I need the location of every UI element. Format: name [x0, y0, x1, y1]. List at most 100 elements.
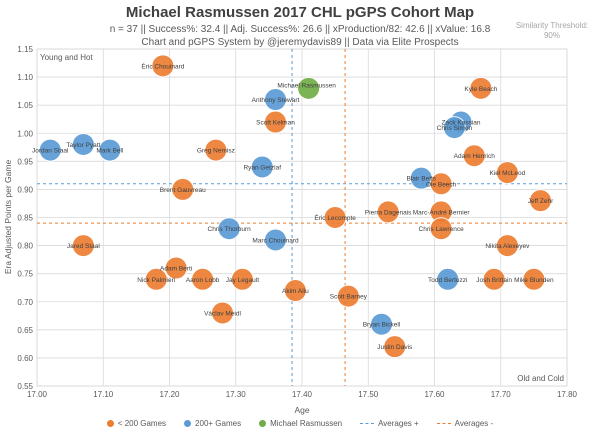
- data-point: [297, 76, 321, 100]
- y-tick-label: 1.10: [17, 73, 33, 82]
- x-tick-label: 17.80: [557, 390, 578, 399]
- data-point: [71, 132, 95, 156]
- data-point-marker: [151, 54, 175, 78]
- y-tick-label: 0.70: [17, 298, 33, 307]
- y-tick-label: 0.85: [17, 214, 33, 223]
- data-point-marker: [71, 132, 95, 156]
- data-point: [383, 335, 407, 359]
- data-point: [429, 172, 453, 196]
- data-point-marker: [250, 155, 274, 179]
- data-point-label: Josh Brittain: [476, 277, 512, 284]
- data-point-label: Kyle Beach: [464, 86, 497, 93]
- data-points: Michael Rasmussen Éric Chouinard Kyle Beac…: [32, 54, 554, 359]
- data-point: [191, 267, 215, 291]
- x-tick-labels: 17.00 17.10 17.20 17.30 17.40 17.50 17.60 17.70…: [27, 390, 578, 399]
- data-point-label: Ole Beech: [426, 181, 457, 188]
- legend-item: Averages -: [436, 419, 494, 428]
- data-point-label: Zack Kassian: [441, 120, 480, 127]
- data-point-label: Chris Thorburn: [208, 226, 252, 233]
- legend-label: < 200 Games: [117, 419, 167, 428]
- y-tick-label: 1.05: [17, 101, 33, 110]
- data-point: [151, 54, 175, 78]
- x-tick-label: 17.10: [93, 390, 114, 399]
- corner-label-bottom-right: Old and Cold: [517, 374, 564, 383]
- data-point-marker: [297, 76, 321, 100]
- data-point-label: Justin Davis: [377, 344, 413, 351]
- data-point: [38, 138, 62, 162]
- data-point-label: Jared Staal: [67, 243, 100, 250]
- data-point-marker: [230, 267, 254, 291]
- legend-marker: [360, 423, 375, 424]
- y-tick-label: 0.95: [17, 157, 33, 166]
- x-axis-title: Age: [294, 405, 309, 415]
- legend-marker: [259, 420, 267, 427]
- data-point-label: Nikita Alexeyev: [485, 243, 530, 250]
- data-point-marker: [336, 284, 360, 308]
- x-tick-label: 17.20: [159, 390, 180, 399]
- data-point-marker: [376, 200, 400, 224]
- data-point-marker: [522, 267, 546, 291]
- data-point: [522, 267, 546, 291]
- data-point-marker: [429, 217, 453, 241]
- data-point-label: Scott Barney: [330, 294, 368, 301]
- y-tick-label: 0.80: [17, 242, 33, 251]
- data-point-marker: [211, 301, 234, 325]
- legend-label: Averages +: [378, 419, 419, 428]
- data-point: [264, 228, 287, 252]
- legend-label: Averages -: [454, 419, 494, 428]
- y-tick-label: 0.90: [17, 185, 33, 194]
- data-point: [429, 217, 453, 241]
- data-point-label: Michael Rasmussen: [277, 82, 336, 89]
- data-point-marker: [283, 279, 307, 303]
- data-point-label: Adam Berti: [160, 266, 192, 273]
- data-point-label: Pierra Dagenais: [365, 209, 412, 216]
- grid-lines: [36, 48, 568, 387]
- x-tick-label: 17.30: [226, 390, 247, 399]
- data-point-label: Kiel McLeod: [489, 170, 525, 177]
- data-point-label: Éric Lecompte: [314, 213, 356, 222]
- data-point-marker: [164, 256, 188, 280]
- data-point-label: Taylor Pyatt: [66, 142, 100, 149]
- data-point: [71, 234, 95, 258]
- data-point-label: Jeff Zehr: [528, 198, 554, 205]
- data-point-label: Chris Simon: [437, 125, 473, 132]
- data-point: [482, 267, 506, 291]
- data-point: [204, 138, 228, 162]
- legend-label: 200+ Games: [195, 419, 242, 428]
- data-point-marker: [482, 267, 506, 291]
- data-point-marker: [323, 206, 347, 229]
- data-point-marker: [469, 76, 493, 100]
- data-point-label: Adam Henrich: [454, 153, 496, 160]
- y-axis-title: Era Adjusted Points per Game: [3, 160, 13, 275]
- data-point-marker: [264, 110, 287, 134]
- data-point-marker: [495, 161, 519, 185]
- data-point: [442, 116, 466, 140]
- y-tick-label: 1.15: [17, 45, 33, 54]
- data-point-marker: [529, 189, 552, 213]
- x-tick-label: 17.60: [424, 390, 445, 399]
- data-point: [171, 177, 195, 201]
- data-point-label: Marc-André Bernier: [413, 209, 471, 216]
- data-point-label: Mike Blunden: [514, 277, 554, 284]
- y-tick-labels: 0.55 0.60 0.65 0.70 0.75 0.80 0.85 0.90 0.95 1.00…: [17, 45, 33, 391]
- data-point: [469, 76, 493, 100]
- data-point: [211, 301, 234, 325]
- data-point-label: Brent Gauvreau: [160, 187, 206, 194]
- data-point-label: Akim Aliu: [282, 288, 309, 295]
- data-point-marker: [144, 267, 168, 291]
- y-tick-label: 0.60: [17, 354, 33, 363]
- data-point: [164, 256, 188, 280]
- data-point-marker: [71, 234, 95, 258]
- data-point-label: Václav Meidl: [204, 310, 241, 317]
- data-point-label: Mark Bell: [96, 148, 124, 155]
- chart-credit: Chart and pGPS System by @jeremydavis89 …: [141, 37, 459, 48]
- data-point: [230, 267, 254, 291]
- data-point-marker: [383, 335, 407, 359]
- data-point-marker: [98, 138, 122, 162]
- data-point-label: Jay Legault: [226, 277, 259, 284]
- legend-label: Michael Rasmussen: [270, 419, 343, 428]
- similarity-label: Similarity Threshold:: [515, 21, 589, 30]
- data-point: [323, 206, 347, 229]
- data-point-marker: [429, 172, 453, 196]
- data-point-label: Marc Chouinard: [252, 237, 299, 244]
